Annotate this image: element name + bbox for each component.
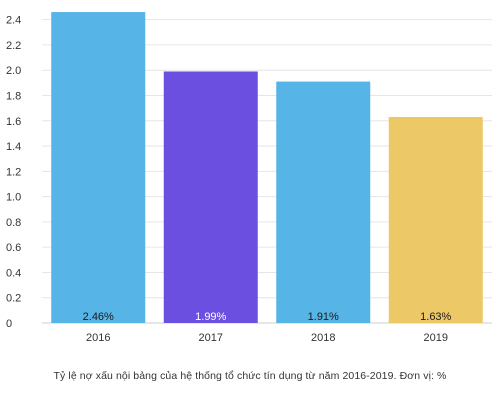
y-tick-label: 2.4 [6, 15, 21, 27]
chart-caption: Tỷ lệ nợ xấu nội bảng của hệ thống tổ ch… [53, 370, 447, 382]
y-tick-label: 2.0 [6, 65, 21, 77]
y-tick-label: 1.4 [6, 141, 21, 153]
y-tick-label: 0.6 [6, 242, 21, 254]
y-tick-label: 2.2 [6, 40, 21, 52]
data-label: 1.63% [420, 311, 451, 323]
y-tick-label: 1.2 [6, 166, 21, 178]
y-tick-label: 0.2 [6, 293, 21, 305]
data-label: 1.99% [195, 311, 226, 323]
x-tick-label: 2019 [424, 332, 448, 344]
y-tick-label: 0.8 [6, 217, 21, 229]
x-tick-label: 2018 [311, 332, 335, 344]
y-tick-label: 1.6 [6, 116, 21, 128]
data-label: 1.91% [308, 311, 339, 323]
data-label: 2.46% [83, 311, 114, 323]
y-tick-label: 0.4 [6, 267, 21, 279]
bar [51, 12, 146, 323]
y-tick-label: 1.8 [6, 90, 21, 102]
x-tick-label: 2017 [199, 332, 223, 344]
x-tick-label: 2016 [86, 332, 110, 344]
bar [276, 81, 371, 324]
bar [163, 71, 258, 324]
bar [388, 116, 483, 323]
y-tick-label: 1.0 [6, 192, 21, 204]
y-tick-label: 0 [6, 318, 12, 330]
